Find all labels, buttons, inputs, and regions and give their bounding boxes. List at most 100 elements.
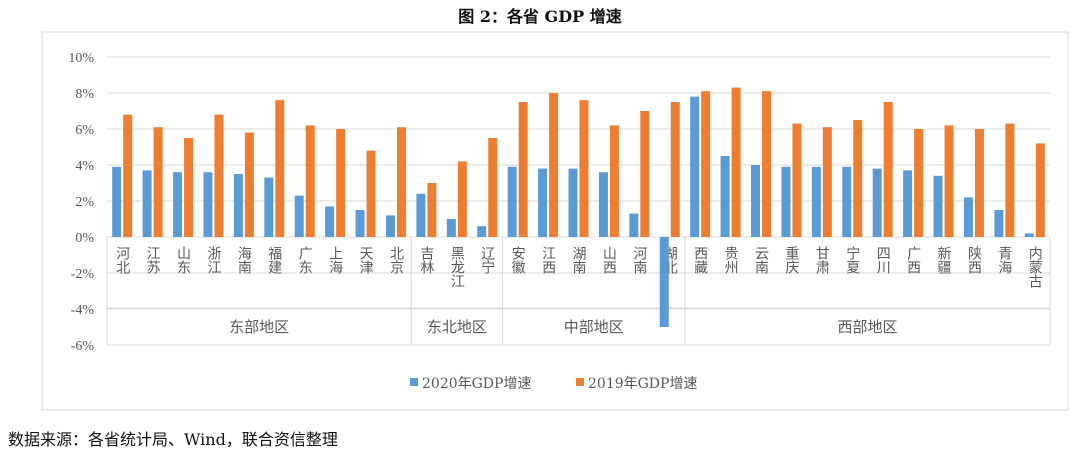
y-tick-label: -4% — [71, 303, 95, 318]
bar-2020 — [994, 210, 1004, 237]
category-label: 黑龙江 — [449, 246, 465, 288]
bar-2019 — [244, 132, 254, 237]
y-tick-label: -6% — [71, 339, 95, 354]
bar-2019 — [275, 100, 285, 237]
bar-2020 — [385, 215, 395, 237]
category-label: 江西 — [540, 246, 556, 274]
bar-2019 — [883, 102, 893, 237]
bar-2020 — [477, 226, 487, 237]
bar-2019 — [640, 111, 650, 237]
category-label: 浙江 — [205, 246, 221, 274]
bar-2019 — [944, 125, 954, 237]
legend-label: 2019年GDP增速 — [588, 376, 697, 392]
bar-2019 — [974, 129, 984, 237]
legend-swatch — [576, 378, 584, 386]
bar-2019 — [731, 87, 741, 237]
source-note: 数据来源：各省统计局、Wind，联合资信整理 — [8, 430, 338, 449]
category-label: 辽宁 — [479, 246, 495, 274]
category-label: 江苏 — [145, 246, 161, 275]
bar-2019 — [488, 138, 498, 237]
bar-2020 — [811, 166, 821, 237]
bar-2019 — [914, 129, 924, 237]
category-label: 青海 — [996, 246, 1012, 274]
bar-2019 — [457, 161, 467, 237]
group-label: 东北地区 — [427, 318, 487, 336]
bar-2020 — [294, 195, 304, 237]
bar-2019 — [792, 123, 802, 237]
legend-swatch — [410, 378, 418, 386]
bar-2020 — [416, 193, 426, 237]
category-label: 福建 — [266, 246, 282, 275]
bar-2020 — [203, 172, 213, 237]
bar-2020 — [872, 168, 882, 237]
y-tick-label: 6% — [75, 123, 94, 138]
bar-2020 — [446, 219, 456, 237]
bar-2020 — [629, 213, 639, 237]
bar-2019 — [305, 125, 315, 237]
bar-2019 — [336, 129, 346, 237]
bar-2020 — [233, 174, 243, 237]
bar-2019 — [396, 127, 406, 237]
bar-2020 — [690, 96, 700, 237]
category-label: 北京 — [388, 246, 404, 274]
bar-2020 — [142, 170, 152, 237]
bar-2019 — [701, 91, 711, 237]
bar-2019 — [670, 102, 680, 237]
bar-2019 — [184, 138, 194, 237]
bar-2020 — [903, 170, 913, 237]
bar-2020 — [842, 166, 852, 237]
bar-2019 — [609, 125, 619, 237]
bar-2020 — [781, 166, 791, 237]
category-label: 河北 — [114, 246, 130, 275]
bar-2019 — [427, 183, 437, 237]
bar-2019 — [366, 150, 376, 237]
category-label: 内蒙古 — [1027, 246, 1043, 288]
y-tick-label: 2% — [75, 195, 94, 210]
category-label: 云南 — [753, 246, 769, 274]
bar-2020 — [173, 172, 183, 237]
bar-2020 — [264, 177, 274, 237]
category-label: 山西 — [601, 246, 617, 274]
bar-2019 — [1005, 123, 1015, 237]
bar-2020 — [1024, 233, 1034, 237]
chart-title: 图 2：各省 GDP 增速 — [458, 7, 622, 26]
category-label: 陕西 — [966, 246, 982, 274]
bar-2019 — [762, 91, 772, 237]
y-tick-label: -2% — [71, 267, 95, 282]
bar-2019 — [123, 114, 133, 237]
bar-2020 — [933, 175, 943, 237]
bar-2019 — [153, 127, 163, 237]
category-label: 贵州 — [723, 246, 739, 274]
bar-2020 — [355, 210, 365, 237]
bar-2019 — [1035, 143, 1045, 237]
group-label: 中部地区 — [564, 318, 624, 336]
chart-frame — [41, 31, 1069, 411]
category-label: 宁夏 — [844, 245, 860, 274]
category-label: 吉林 — [418, 246, 434, 274]
category-label: 海南 — [236, 246, 252, 274]
y-tick-label: 8% — [75, 87, 94, 102]
category-label: 山东 — [175, 246, 191, 274]
category-label: 广东 — [297, 246, 313, 274]
bar-2019 — [822, 127, 832, 237]
bar-2020 — [325, 206, 335, 237]
legend-label: 2020年GDP增速 — [422, 376, 531, 392]
bar-2020 — [720, 156, 730, 237]
bar-2020 — [751, 165, 761, 237]
bar-2020 — [112, 166, 122, 237]
bar-2019 — [549, 93, 559, 237]
category-label: 西藏 — [692, 246, 708, 274]
category-label: 广西 — [905, 246, 921, 274]
bar-2020 — [598, 172, 608, 237]
category-label: 河南 — [631, 246, 647, 274]
y-tick-label: 10% — [68, 51, 94, 66]
bar-2020 — [538, 168, 548, 237]
bar-2019 — [853, 120, 863, 237]
category-label: 重庆 — [783, 246, 799, 274]
category-label: 湖南 — [571, 246, 587, 274]
bar-2019 — [518, 102, 528, 237]
bar-2020 — [963, 197, 973, 237]
category-label: 四川 — [875, 246, 891, 274]
bar-2020 — [659, 237, 669, 327]
